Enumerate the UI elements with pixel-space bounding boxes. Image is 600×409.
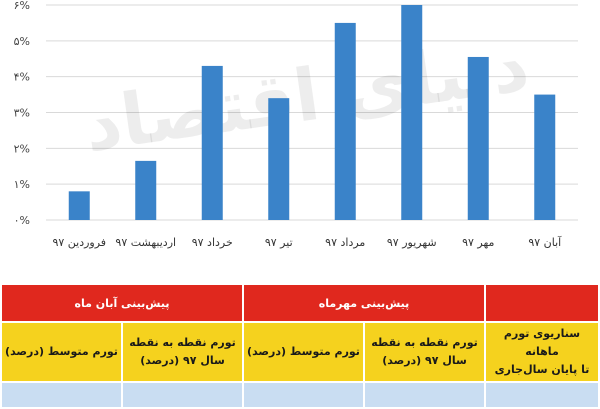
y-tick-label: ۶% [14, 0, 30, 12]
table-cell [242, 381, 365, 409]
y-tick-label: ۳% [14, 107, 30, 120]
bar [467, 56, 489, 221]
bar-layer [68, 5, 556, 221]
y-tick-layer: ۰% ۱% ۲% ۳% ۴% ۵% ۶% [14, 0, 30, 227]
x-tick-label: خرداد ۹۷ [192, 236, 233, 249]
grid-layer [46, 4, 578, 221]
x-tick-label: مهر ۹۷ [462, 236, 494, 249]
bar [68, 191, 90, 220]
x-tick-label: تیر ۹۷ [265, 236, 293, 249]
y-tick-label: ۲% [14, 142, 30, 155]
bar [534, 94, 556, 220]
x-tick-label: آبان ۹۷ [528, 235, 562, 249]
bar [401, 5, 423, 220]
bar [268, 98, 290, 220]
x-tick-layer: فروردین ۹۷ اردیبهشت ۹۷ خرداد ۹۷ تیر ۹۷ مرداد… [52, 235, 562, 249]
avg-header-mehr: تورم متوسط (درصد) [242, 321, 365, 383]
p2p-aban-line1: تورم نقطه به نقطه [129, 336, 236, 349]
table-subheader-row: سناریوی تورم ماهانه تا پایان سال‌جاری تو… [0, 321, 600, 383]
table-cell [0, 381, 123, 409]
x-tick-label: اردیبهشت ۹۷ [115, 236, 176, 249]
p2p-header-aban: تورم نقطه به نقطه سال ۹۷ (درصد) [121, 321, 244, 383]
table-header-row: پیش‌بینی مهرماه پیش‌بینی آبان ماه [0, 283, 600, 323]
bar [334, 22, 356, 220]
scenario-header: سناریوی تورم ماهانه تا پایان سال‌جاری [484, 321, 600, 383]
scenario-label-line2: تا پایان سال‌جاری [494, 363, 590, 376]
header-empty-cell [484, 283, 600, 323]
watermark-logo: دنیای اقتصاد [79, 23, 534, 168]
x-tick-label: شهریور ۹۷ [387, 236, 437, 249]
bar [201, 65, 223, 221]
header-aban: پیش‌بینی آبان ماه [0, 283, 244, 323]
table-cell [363, 381, 486, 409]
table-data-row [0, 381, 600, 409]
inflation-forecast-table: پیش‌بینی مهرماه پیش‌بینی آبان ماه سناریو… [0, 283, 600, 409]
watermark-layer: دنیای اقتصاد [79, 23, 534, 168]
y-tick-label: ۴% [14, 71, 30, 84]
header-mehr: پیش‌بینی مهرماه [242, 283, 486, 323]
y-tick-label: ۵% [14, 35, 30, 48]
y-tick-label: ۰% [14, 214, 30, 227]
bar-chart: دنیای اقتصاد ۰% ۱% ۲% ۳% ۴% ۵% ۶% فروردین ۹۷ ار… [14, 0, 578, 249]
x-tick-label: مرداد ۹۷ [325, 236, 365, 249]
x-tick-label: فروردین ۹۷ [52, 236, 106, 249]
avg-header-aban: تورم متوسط (درصد) [0, 321, 123, 383]
bar [135, 160, 157, 220]
p2p-mehr-line2: سال ۹۷ (درصد) [382, 354, 467, 367]
table-cell [484, 381, 600, 409]
scenario-label-line1: سناریوی تورم ماهانه [503, 327, 581, 358]
p2p-mehr-line1: تورم نقطه به نقطه [371, 336, 478, 349]
p2p-header-mehr: تورم نقطه به نقطه سال ۹۷ (درصد) [363, 321, 486, 383]
p2p-aban-line2: سال ۹۷ (درصد) [140, 354, 225, 367]
chart-svg: دنیای اقتصاد ۰% ۱% ۲% ۳% ۴% ۵% ۶% فروردین ۹۷ ار… [14, 0, 578, 249]
table-cell [121, 381, 244, 409]
y-tick-label: ۱% [14, 178, 30, 191]
